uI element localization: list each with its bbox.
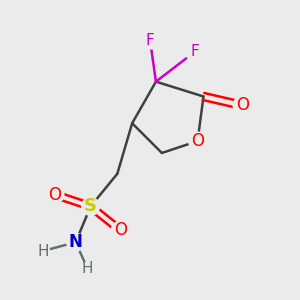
Text: S: S [84, 197, 97, 215]
Circle shape [37, 244, 50, 258]
Text: O: O [114, 221, 127, 239]
Circle shape [67, 233, 85, 251]
Circle shape [186, 43, 203, 61]
Text: F: F [146, 32, 154, 47]
Text: H: H [82, 261, 93, 276]
Circle shape [81, 262, 94, 275]
Circle shape [189, 132, 206, 150]
Text: O: O [236, 96, 249, 114]
Text: F: F [190, 44, 199, 59]
Circle shape [111, 221, 129, 239]
Text: O: O [191, 132, 204, 150]
Circle shape [233, 97, 251, 114]
Circle shape [82, 198, 100, 215]
Circle shape [46, 186, 64, 203]
Text: H: H [37, 244, 49, 259]
Text: O: O [48, 186, 62, 204]
Circle shape [141, 31, 159, 49]
Text: N: N [69, 233, 82, 251]
